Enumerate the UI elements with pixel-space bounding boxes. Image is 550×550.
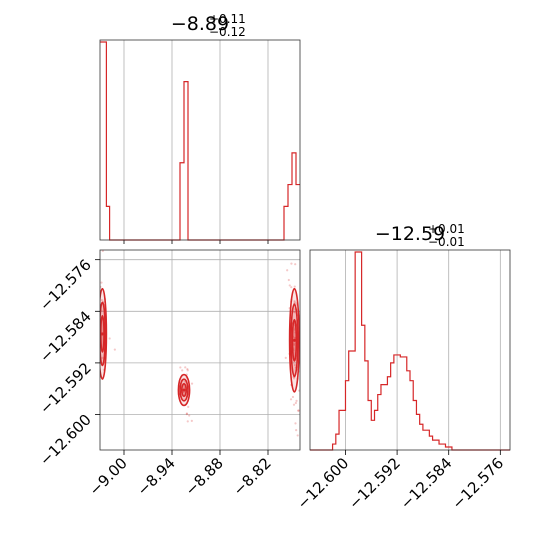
- joint-mode-center: [292, 338, 296, 342]
- joint-sample-point: [290, 262, 293, 265]
- param2-x-tick-label: −12.576: [448, 454, 507, 513]
- joint-sample-point: [100, 299, 104, 302]
- param1-axes-frame: [99, 39, 301, 241]
- param1-title: −8.89: [171, 13, 229, 35]
- joint-sample-point: [294, 401, 297, 405]
- joint-sample-point: [294, 263, 297, 266]
- joint-mode-center: [182, 388, 186, 392]
- joint-sample-point: [297, 409, 300, 412]
- joint-sample-point: [185, 413, 188, 416]
- joint-sample-point: [190, 419, 193, 422]
- joint-sample-point: [187, 405, 190, 409]
- joint-sample-point: [303, 402, 305, 404]
- param2-x-tick-label: −12.584: [397, 454, 456, 513]
- joint-sample-point: [95, 451, 97, 453]
- histogram-panel-param2: −12.600−12.592−12.584−12.576: [294, 249, 511, 513]
- joint-sample-point: [293, 285, 296, 288]
- joint-sample-point: [290, 286, 293, 289]
- joint-sample-point: [302, 270, 304, 272]
- param2-x-tick-label: −12.592: [345, 454, 404, 513]
- joint-sample-point: [294, 422, 297, 425]
- joint-sample-point: [292, 377, 296, 380]
- joint-y-tick-label: −12.576: [36, 256, 95, 315]
- param2-title-minus: −0.01: [428, 235, 465, 249]
- joint-sample-point: [186, 420, 189, 423]
- joint-sample-point: [190, 382, 194, 385]
- joint-sample-point: [293, 301, 296, 304]
- joint-x-tick-label: −9.00: [86, 454, 131, 499]
- joint-sample-point: [284, 356, 287, 359]
- joint-sample-point: [300, 299, 302, 301]
- joint-x-tick-label: −8.94: [134, 454, 179, 499]
- param2-title-plus: +0.01: [428, 222, 465, 236]
- joint-sample-point: [100, 281, 103, 284]
- joint-sample-point: [188, 414, 191, 417]
- param2-title: −12.59: [375, 223, 445, 245]
- joint-sample-point: [298, 389, 300, 392]
- joint-y-tick-label: −12.592: [36, 359, 95, 418]
- joint-sample-point: [288, 284, 291, 287]
- joint-sample-point: [185, 412, 188, 415]
- param2-title-median: −12.59: [375, 223, 445, 245]
- histogram-panel-param1: [99, 39, 301, 244]
- joint-sample-point: [296, 434, 299, 437]
- joint-sample-point: [101, 250, 104, 253]
- joint-sample-point: [295, 399, 298, 402]
- param1-title-median: −8.89: [171, 13, 229, 35]
- param2-histogram-line: [310, 251, 510, 451]
- joint-sample-point: [186, 367, 189, 371]
- joint-sample-point: [97, 337, 99, 339]
- joint-sample-point: [289, 398, 293, 401]
- param1-title-minus: −0.12: [209, 25, 246, 39]
- joint-sample-point: [293, 342, 296, 345]
- joint-sample-point: [287, 278, 290, 282]
- joint-mode-center: [100, 332, 104, 336]
- joint-y-tick-label: −12.600: [36, 411, 95, 470]
- joint-x-tick-label: −8.88: [182, 454, 227, 499]
- param2-x-tick-label: −12.600: [294, 454, 353, 513]
- param1-title-plus: +0.11: [209, 12, 246, 26]
- joint-sample-point: [184, 366, 187, 369]
- joint-sample-point: [181, 369, 184, 372]
- joint-sample-point: [293, 300, 296, 303]
- joint-sample-point: [291, 493, 293, 495]
- joint-sample-point: [292, 403, 296, 406]
- joint-sample-point: [293, 363, 297, 367]
- joint-sample-point: [297, 409, 300, 412]
- joint-sample-point: [101, 356, 104, 359]
- joint-density-panel: −9.00 −8.94 −8.88 −8.82 −12.600−12.592−12.58…: [36, 249, 305, 499]
- joint-y-tick-label: −12.584: [36, 307, 95, 366]
- joint-sample-point: [295, 429, 298, 432]
- joint-sample-point: [95, 402, 97, 404]
- joint-sample-point: [186, 369, 189, 372]
- joint-sample-point: [294, 302, 298, 305]
- joint-sample-point: [108, 337, 111, 340]
- joint-sample-point: [286, 269, 289, 272]
- joint-sample-point: [301, 425, 303, 427]
- joint-x-tick-label: −8.82: [230, 454, 275, 499]
- joint-sample-point: [113, 348, 116, 351]
- joint-sample-point: [291, 395, 295, 399]
- joint-density-content: [95, 250, 305, 495]
- joint-axes-frame: [99, 249, 301, 451]
- joint-sample-point: [293, 337, 296, 340]
- joint-sample-point: [300, 286, 302, 288]
- param2-axes-frame: [309, 249, 511, 451]
- joint-sample-point: [179, 366, 182, 369]
- param1-histogram-line: [100, 41, 300, 241]
- joint-sample-point: [293, 343, 296, 347]
